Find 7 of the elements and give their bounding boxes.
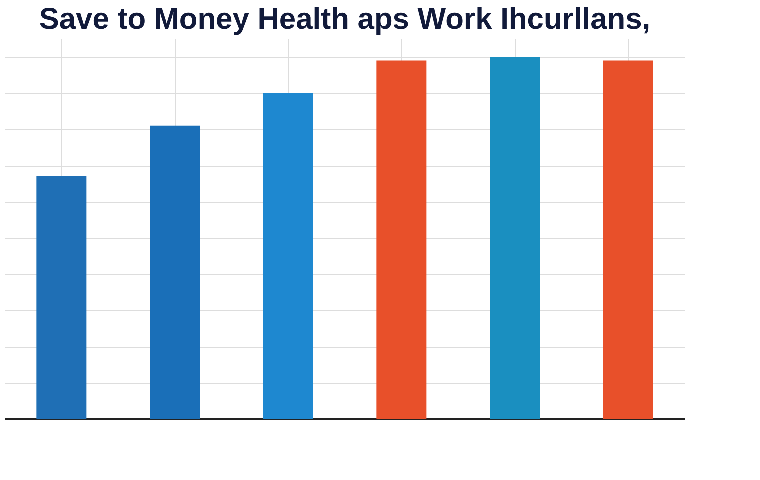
bar (36, 176, 87, 419)
bar (376, 60, 427, 419)
bar (150, 126, 200, 419)
bar (263, 93, 314, 419)
bar (490, 57, 540, 419)
chart-title: Save to Money Health aps Work Ihcurllans, (39, 3, 651, 36)
bar (603, 60, 654, 419)
